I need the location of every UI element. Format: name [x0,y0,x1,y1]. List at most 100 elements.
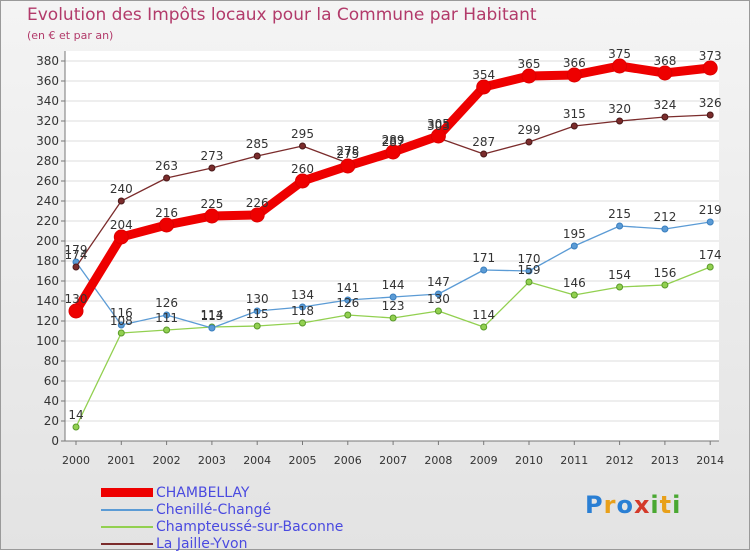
data-point-chenille-change [117,321,125,329]
data-point-la-jaille-yvon [525,138,533,146]
x-tick-label: 2002 [153,454,181,467]
data-label-la-jaille-yvon: 326 [699,96,722,110]
data-label-la-jaille-yvon: 278 [336,144,359,158]
y-tick-label: 180 [36,254,59,268]
data-point-chenille-change [525,267,533,275]
data-point-champteusse-sur-baconne [253,322,261,330]
data-point-champteusse-sur-baconne [72,423,80,431]
y-tick-label: 240 [36,194,59,208]
data-label-champteusse-sur-baconne: 159 [518,263,541,277]
data-point-chenille-change [434,290,442,298]
data-label-chenille-change: 171 [472,251,495,265]
data-label-la-jaille-yvon: 324 [653,98,676,112]
data-point-chambellay [566,67,582,83]
data-label-chenille-change: 179 [65,243,88,257]
data-point-chenille-change [344,296,352,304]
y-tick-label: 80 [44,354,59,368]
data-point-la-jaille-yvon [299,142,306,150]
y-tick-label: 260 [36,174,59,188]
data-label-champteusse-sur-baconne: 111 [155,311,178,325]
proxiti-logo: Proxiti [585,491,681,519]
y-tick-label: 120 [36,314,59,328]
data-point-chenille-change [163,311,171,319]
data-label-chenille-change: 147 [427,275,450,289]
data-label-champteusse-sur-baconne: 14 [68,408,83,422]
data-point-chenille-change [661,225,669,233]
logo-letter: x [633,491,651,519]
data-label-chambellay: 368 [653,54,676,68]
data-point-chenille-change [706,218,714,226]
plot-background [65,51,719,441]
data-label-chambellay: 366 [563,56,586,70]
data-point-chenille-change [616,222,624,230]
data-label-chenille-change: 195 [563,227,586,241]
legend-swatch-la-jaille-yvon [101,543,153,545]
logo-letter: r [603,491,617,519]
plot-area [65,51,719,441]
data-label-la-jaille-yvon: 174 [65,248,88,262]
data-labels: 130 204 216 225 226 260 275 289 305 354 365 366 375 3… [65,47,722,422]
data-label-chambellay: 216 [155,206,178,220]
data-label-chenille-change: 116 [110,306,133,320]
data-point-chambellay [204,208,220,224]
legend-swatch-champteusse [101,526,153,528]
data-label-champteusse-sur-baconne: 146 [563,276,586,290]
data-point-chenille-change [480,266,488,274]
series-layer [68,58,718,431]
data-label-la-jaille-yvon: 287 [382,135,405,149]
data-point-chambellay [159,217,175,233]
logo-letter: i [650,491,660,519]
data-point-chambellay [657,65,673,81]
logo-letter: i [672,491,682,519]
data-label-chenille-change: 141 [336,281,359,295]
data-label-chenille-change: 215 [608,207,631,221]
data-label-chenille-change: 134 [291,288,314,302]
y-tick-label: 380 [36,54,59,68]
data-point-chambellay [476,79,492,95]
data-point-champteusse-sur-baconne [434,307,442,315]
data-point-la-jaille-yvon [72,263,80,271]
data-point-champteusse-sur-baconne [299,319,306,327]
data-label-la-jaille-yvon: 315 [563,107,586,121]
data-point-champteusse-sur-baconne [661,281,669,289]
data-label-chambellay: 130 [65,292,88,306]
data-label-chenille-change: 219 [699,203,722,217]
data-point-champteusse-sur-baconne [706,263,714,271]
x-tick-label: 2003 [198,454,226,467]
y-tick-label: 60 [44,374,59,388]
data-point-la-jaille-yvon [616,117,624,125]
data-label-champteusse-sur-baconne: 154 [608,268,631,282]
x-tick-label: 2000 [62,454,90,467]
y-tick-label: 160 [36,274,59,288]
data-label-chenille-change: 144 [382,278,405,292]
legend-label-la-jaille-yvon: La Jaille-Yvon [156,536,248,552]
data-point-chambellay [385,144,401,160]
data-point-chambellay [430,128,446,144]
data-label-champteusse-sur-baconne: 126 [336,296,359,310]
data-label-chambellay: 204 [110,218,133,232]
data-point-la-jaille-yvon [661,113,669,121]
data-point-champteusse-sur-baconne [480,323,488,331]
y-tick-label: 40 [44,394,59,408]
data-point-chambellay [249,207,265,223]
data-label-chenille-change: 113 [200,309,223,323]
data-label-la-jaille-yvon: 273 [200,149,223,163]
data-label-chambellay: 373 [699,49,722,63]
data-point-champteusse-sur-baconne [117,329,125,337]
data-point-champteusse-sur-baconne [570,291,578,299]
data-label-chambellay: 289 [382,133,405,147]
y-tick-label: 340 [36,94,59,108]
legend-label-chambellay: CHAMBELLAY [156,485,250,501]
data-label-champteusse-sur-baconne: 123 [382,299,405,313]
data-label-chambellay: 305 [427,117,450,131]
data-label-champteusse-sur-baconne: 130 [427,292,450,306]
data-label-champteusse-sur-baconne: 114 [472,308,495,322]
data-label-la-jaille-yvon: 320 [608,102,631,116]
grid-lines [65,60,719,442]
legend-swatch-chenille-change [101,509,153,511]
data-point-champteusse-sur-baconne [344,311,352,319]
x-tick-label: 2014 [696,454,724,467]
data-label-chambellay: 225 [200,197,223,211]
data-label-la-jaille-yvon: 303 [427,119,450,133]
